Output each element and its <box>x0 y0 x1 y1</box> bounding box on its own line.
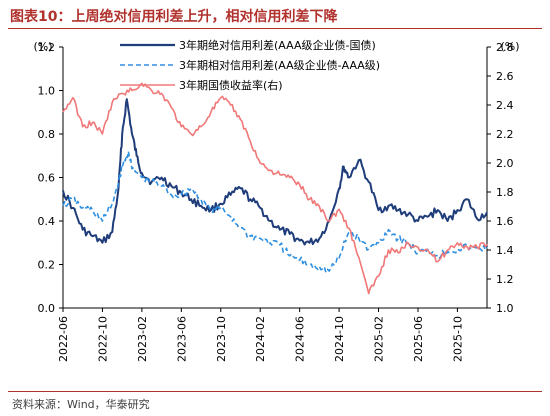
y-left-tick-label: 1.2 <box>38 41 56 54</box>
x-tick-label: 2024-10 <box>333 316 346 362</box>
y-right-tick-label: 2.6 <box>496 70 514 83</box>
y-left-tick-label: 0.4 <box>38 215 56 228</box>
x-tick-label: 2024-06 <box>294 316 307 362</box>
series-line-3 <box>62 82 488 295</box>
y-left-tick-label: 0.2 <box>38 259 56 272</box>
x-tick-label: 2025-06 <box>412 316 425 362</box>
series-line-1 <box>62 98 488 246</box>
chart-legend: 3年期绝对信用利差(AAA级企业债-国债) 3年期相对信用利差(AA级企业债-AA… <box>120 38 380 92</box>
chart-series <box>62 82 488 295</box>
chart-title: 图表10：上周绝对信用利差上升，相对信用利差下降 <box>10 9 338 25</box>
x-tick-label: 2022-10 <box>96 316 109 362</box>
y-left-tick-label: 0.6 <box>38 172 56 185</box>
y-left-tick-label: 1.0 <box>38 85 56 98</box>
y-right-tick-label: 2.4 <box>496 99 514 112</box>
legend-label-3: 3年期国债收益率(右) <box>179 78 283 92</box>
y-right-tick-label: 1.8 <box>496 186 514 199</box>
x-tick-label: 2025-02 <box>373 316 386 362</box>
y-right-tick-label: 1.4 <box>496 244 514 257</box>
title-divider <box>8 28 542 29</box>
y-right-tick-label: 1.6 <box>496 215 514 228</box>
y-right-tick-label: 2.0 <box>496 157 514 170</box>
x-tick-label: 2022-06 <box>57 316 70 362</box>
y-left-unit: (%) <box>33 40 52 53</box>
y-right-tick-label: 2.2 <box>496 128 514 141</box>
series-line-2 <box>62 150 488 274</box>
y-right-tick-label: 1.0 <box>496 302 514 315</box>
y-left-tick-label: 0.8 <box>38 128 56 141</box>
y-right-unit: (%) <box>500 40 519 53</box>
x-tick-label: 2025-10 <box>451 316 464 362</box>
chart-axes: (%) (%) 0.0 0.2 0.4 0.6 0.8 1.0 1.2 1.0 1.2 1.4 1.6 1… <box>33 40 519 362</box>
source-note: 资料来源：Wind，华泰研究 <box>12 398 150 411</box>
x-tick-label: 2024-02 <box>254 316 267 362</box>
footer-divider <box>8 391 542 392</box>
x-tick-label: 2023-06 <box>175 316 188 362</box>
x-tick-label: 2023-02 <box>136 316 149 362</box>
y-right-tick-label: 2.8 <box>496 41 514 54</box>
y-left-tick-label: 0.0 <box>38 302 56 315</box>
legend-label-1: 3年期绝对信用利差(AAA级企业债-国债) <box>179 38 376 52</box>
x-tick-label: 2023-10 <box>215 316 228 362</box>
y-right-tick-label: 1.2 <box>496 273 514 286</box>
legend-label-2: 3年期相对信用利差(AA级企业债-AAA级) <box>179 58 380 72</box>
